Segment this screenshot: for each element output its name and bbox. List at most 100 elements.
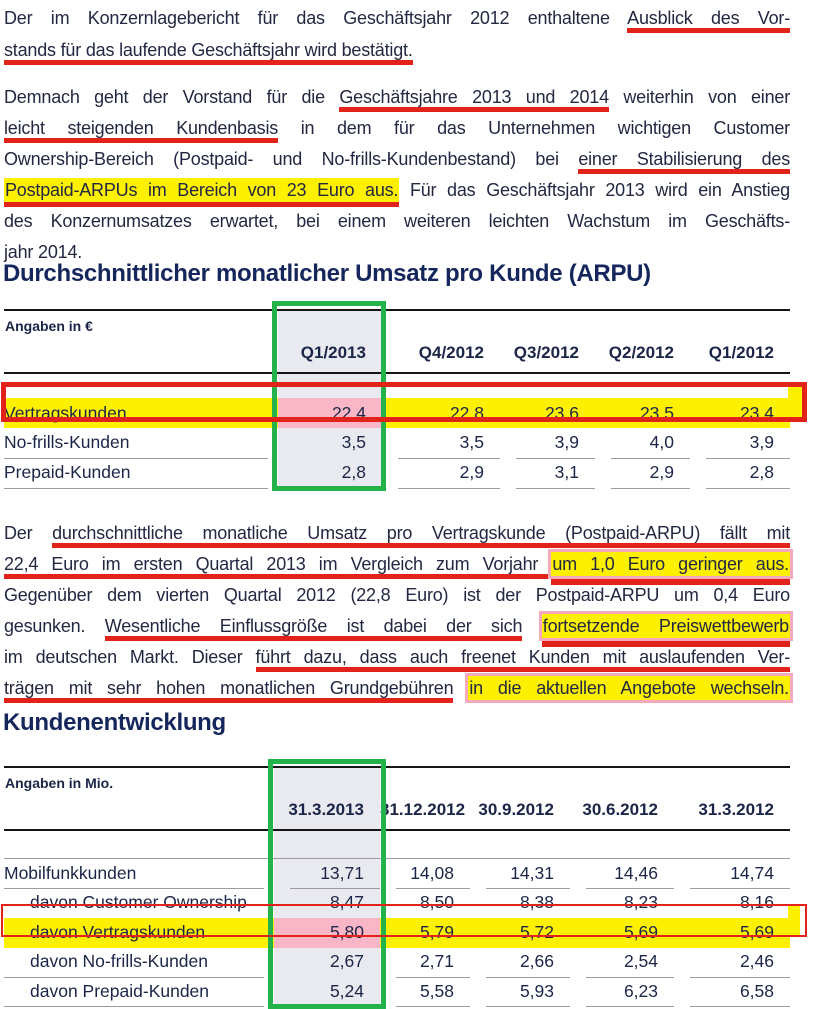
table-row: Mobilfunkkunden 13,71 14,08 14,31 14,46 14,74 (4, 858, 790, 889)
annotated-text-run: trägen mit sehr hohen monatlichen Grundg… (4, 678, 454, 698)
cell-value: 2,67 (290, 947, 380, 978)
text-line: 22,4 Euro im ersten Quartal 2013 im Verg… (4, 549, 790, 580)
text-line: Gegenüber dem vierten Quartal 2012 (22,8… (4, 580, 790, 611)
cell-value: 5,93 (486, 977, 570, 1007)
table-row: Vertragskunden 22,4 22,8 23,6 23,5 23,4 (4, 398, 790, 428)
cell-value: 14,08 (396, 859, 470, 889)
cell-value: 4,0 (611, 428, 690, 459)
paragraph-forecast: Demnach geht der Vorstand für die Geschä… (4, 82, 790, 268)
paragraph-arpu-analysis: Der durchschnittliche monatliche Umsatz … (4, 518, 790, 704)
data-table: Angaben in € Q1/2013 Q4/2012 Q3/2012 Q2/2012… (4, 309, 790, 489)
text-line: gesunken. Wesentliche Einflussgröße ist … (4, 611, 790, 642)
row-label: davon Customer Ownership (4, 888, 264, 919)
paragraph-outlook: Der im Konzernlagebericht für das Geschä… (4, 2, 790, 66)
annotated-text-run: Postpaid-ARPUs im Bereich von 23 Euro au… (4, 178, 400, 202)
table-row: davon Customer Ownership 8,47 8,50 8,38 8,23… (4, 888, 790, 919)
annotated-text-run: um 1,0 Euro geringer aus. (551, 552, 790, 576)
text-line: des Konzernumsatzes erwartet, bei einem … (4, 206, 790, 237)
data-table: Angaben in Mio. 31.3.2013 31.12.2012 30.9.2… (4, 766, 790, 1007)
cell-value: 3,9 (706, 428, 790, 459)
cell-value: 2,71 (396, 947, 470, 978)
text-line: trägen mit sehr hohen monatlichen Grundg… (4, 673, 790, 704)
spacer-row (4, 830, 790, 859)
table-row: davon Prepaid-Kunden 5,24 5,58 5,93 6,23 6,58 (4, 977, 790, 1007)
cell-value: 3,1 (516, 458, 595, 489)
cell-value: 5,58 (396, 977, 470, 1007)
annotated-text-run: 22,4 Euro im ersten Quartal 2013 im Verg… (4, 554, 552, 574)
text-run: Ownership-Bereich (Postpaid- und No-fril… (4, 149, 579, 169)
table-row: davon No-frills-Kunden 2,67 2,71 2,66 2,54 2,… (4, 947, 790, 978)
cell-value: 3,5 (398, 428, 500, 459)
text-run: weiterhin von einer (608, 87, 790, 107)
text-run: Gegenüber dem vierten Quartal 2012 (22,8… (4, 585, 790, 605)
section-title-arpu: Durchschnittlicher monatlicher Umsatz pr… (3, 260, 651, 287)
row-label: davon Prepaid-Kunden (4, 977, 264, 1007)
table-row: No-frills-Kunden 3,5 3,5 3,9 4,0 3,9 (4, 428, 790, 459)
cell-value: 2,66 (486, 947, 570, 978)
text-line: im deutschen Markt. Dieser führt dazu, d… (4, 642, 790, 673)
annotated-text-run: durchschnittliche monatliche Umsatz pro … (52, 523, 790, 543)
text-line: Postpaid-ARPUs im Bereich von 23 Euro au… (4, 175, 790, 206)
table-unit-label: Angaben in € (4, 309, 278, 374)
annotated-text-run: führt dazu, dass auch freenet Kunden mit… (255, 647, 791, 667)
text-run: Demnach geht der Vorstand für die (4, 87, 340, 107)
column-header: Q2/2012 (595, 309, 690, 374)
cell-value: 5,24 (290, 977, 380, 1007)
text-run (522, 616, 542, 636)
column-header: 30.6.2012 (570, 766, 674, 831)
cell-value: 14,46 (586, 859, 674, 889)
cell-value: 5,72 (519, 922, 554, 943)
row-label: Prepaid-Kunden (4, 458, 268, 489)
text-run: Für das Geschäftsjahr 2013 wird ein Anst… (399, 180, 790, 200)
table-unit-label: Angaben in Mio. (4, 766, 274, 831)
cell-value: 8,38 (486, 888, 570, 919)
text-line: Demnach geht der Vorstand für die Geschä… (4, 82, 790, 113)
cell-value: 13,71 (290, 859, 380, 889)
cell-value: 23,4 (739, 402, 774, 423)
cell-value: 23,6 (544, 402, 579, 423)
row-highlight-strip (788, 387, 802, 417)
text-run: gesunken. (4, 616, 105, 636)
text-run: Der im Konzernlagebericht für das Geschä… (4, 8, 628, 28)
cell-value: 2,8 (706, 458, 790, 489)
text-run (453, 678, 468, 698)
annotated-text-run: stands für das laufende Geschäftsjahr wi… (4, 40, 413, 60)
text-run: Der (4, 523, 53, 543)
cell-value: 2,9 (398, 458, 500, 489)
text-run: des Konzernumsatzes erwartet, bei einem … (4, 211, 790, 231)
row-label: davon Vertragskunden (30, 922, 206, 943)
cell-value: 14,31 (486, 859, 570, 889)
text-line: Der durchschnittliche monatliche Umsatz … (4, 518, 790, 549)
cell-value: 3,5 (294, 428, 382, 459)
cell-value: 6,23 (586, 977, 674, 1007)
cell-value: 8,23 (586, 888, 674, 919)
annotated-text-run: Wesentliche Einflussgröße ist dabei der … (104, 616, 523, 636)
text-line: jahr 2014. (4, 237, 790, 268)
cell-value: 2,54 (586, 947, 674, 978)
cell-value: 8,50 (396, 888, 470, 919)
row-label: Mobilfunkkunden (4, 859, 264, 889)
text-run: in dem für das Unternehmen wichtigen Cus… (278, 118, 790, 138)
text-line: Ownership-Bereich (Postpaid- und No-fril… (4, 144, 790, 175)
annotated-text-run: einer Stabilisierung des (578, 149, 791, 169)
row-label: Vertragskunden (4, 402, 127, 423)
text-line: Der im Konzernlagebericht für das Geschä… (4, 2, 790, 34)
column-header: Q4/2012 (382, 309, 500, 374)
column-header: Q1/2012 (690, 309, 790, 374)
cell-value: 23,5 (639, 402, 674, 423)
spacer-row (4, 373, 790, 398)
row-label: No-frills-Kunden (4, 428, 268, 459)
column-header: 31.3.2013 (274, 766, 380, 831)
row-label: davon No-frills-Kunden (4, 947, 264, 978)
annotated-text-run: Geschäftsjahre 2013 und 2014 (339, 87, 609, 107)
column-header: Q3/2012 (500, 309, 595, 374)
section-title-kundenentwicklung: Kundenentwicklung (3, 709, 226, 736)
cell-value: 5,80 (329, 922, 364, 943)
cell-value: 2,9 (611, 458, 690, 489)
cell-value: 14,74 (690, 859, 790, 889)
cell-value: 5,69 (739, 922, 774, 943)
text-line: stands für das laufende Geschäftsjahr wi… (4, 34, 790, 66)
cell-value: 8,47 (290, 888, 380, 919)
cell-value: 22,8 (449, 402, 484, 423)
